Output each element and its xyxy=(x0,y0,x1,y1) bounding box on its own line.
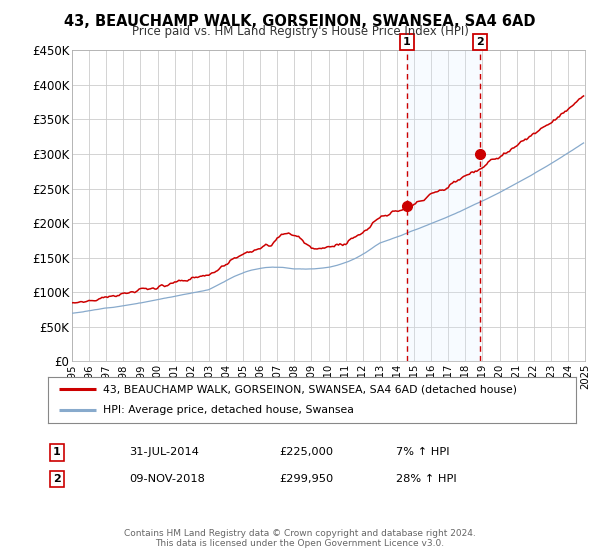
Text: 1: 1 xyxy=(53,447,61,458)
Text: £299,950: £299,950 xyxy=(279,474,333,484)
Text: HPI: Average price, detached house, Swansea: HPI: Average price, detached house, Swan… xyxy=(103,405,355,416)
Text: Price paid vs. HM Land Registry's House Price Index (HPI): Price paid vs. HM Land Registry's House … xyxy=(131,25,469,38)
Text: 43, BEAUCHAMP WALK, GORSEINON, SWANSEA, SA4 6AD (detached house): 43, BEAUCHAMP WALK, GORSEINON, SWANSEA, … xyxy=(103,384,517,394)
Bar xyxy=(407,50,480,361)
Text: 31-JUL-2014: 31-JUL-2014 xyxy=(129,447,199,458)
Text: 2: 2 xyxy=(53,474,61,484)
Text: 7% ↑ HPI: 7% ↑ HPI xyxy=(396,447,449,458)
Text: £225,000: £225,000 xyxy=(279,447,333,458)
Text: 09-NOV-2018: 09-NOV-2018 xyxy=(129,474,205,484)
Text: 1: 1 xyxy=(403,38,410,47)
Text: 43, BEAUCHAMP WALK, GORSEINON, SWANSEA, SA4 6AD: 43, BEAUCHAMP WALK, GORSEINON, SWANSEA, … xyxy=(64,14,536,29)
Text: Contains HM Land Registry data © Crown copyright and database right 2024.: Contains HM Land Registry data © Crown c… xyxy=(124,529,476,538)
Text: This data is licensed under the Open Government Licence v3.0.: This data is licensed under the Open Gov… xyxy=(155,539,445,548)
Text: 2: 2 xyxy=(476,38,484,47)
Text: 28% ↑ HPI: 28% ↑ HPI xyxy=(396,474,457,484)
